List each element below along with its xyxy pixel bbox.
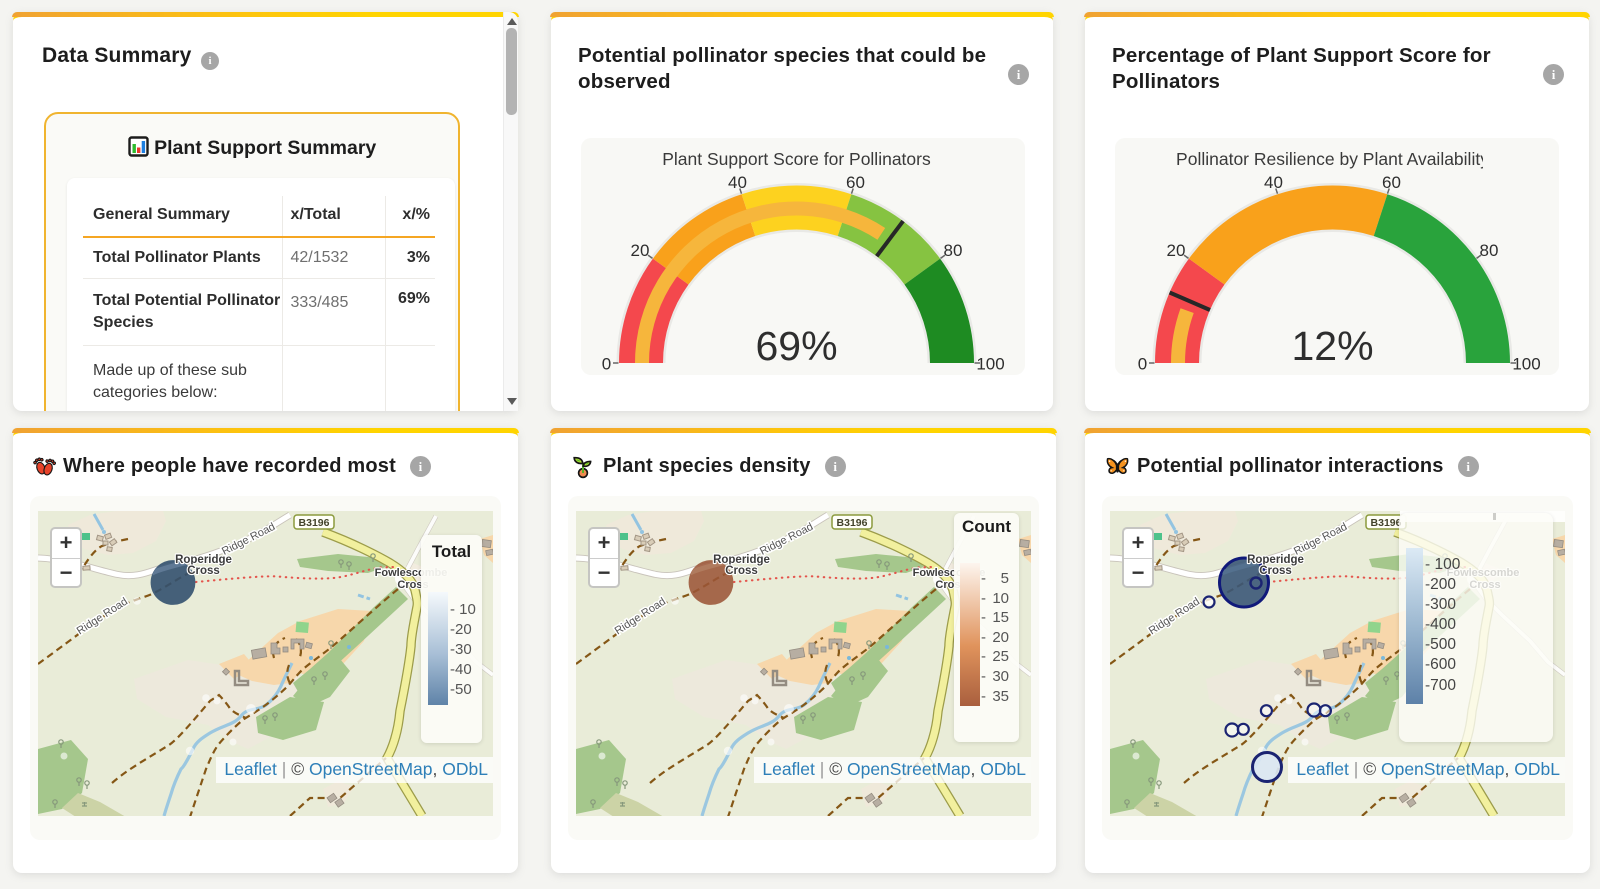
- svg-text:20: 20: [1167, 241, 1186, 260]
- svg-text:80: 80: [944, 241, 963, 260]
- svg-text:100: 100: [976, 355, 1004, 374]
- svg-text:0: 0: [1138, 355, 1147, 374]
- svg-text:69%: 69%: [755, 323, 837, 369]
- svg-text:40: 40: [728, 173, 747, 192]
- svg-text:20: 20: [631, 241, 650, 260]
- svg-text:60: 60: [1382, 173, 1401, 192]
- svg-text:0: 0: [602, 355, 611, 374]
- svg-text:Plant Support Score for Pollin: Plant Support Score for Pollinators: [662, 149, 931, 169]
- svg-text:80: 80: [1480, 241, 1499, 260]
- svg-text:60: 60: [846, 173, 865, 192]
- svg-text:Pollinator Resilience by Plant: Pollinator Resilience by Plant Availabil…: [1176, 149, 1489, 169]
- svg-text:12%: 12%: [1291, 323, 1373, 369]
- svg-text:40: 40: [1264, 173, 1283, 192]
- svg-text:100: 100: [1512, 355, 1540, 374]
